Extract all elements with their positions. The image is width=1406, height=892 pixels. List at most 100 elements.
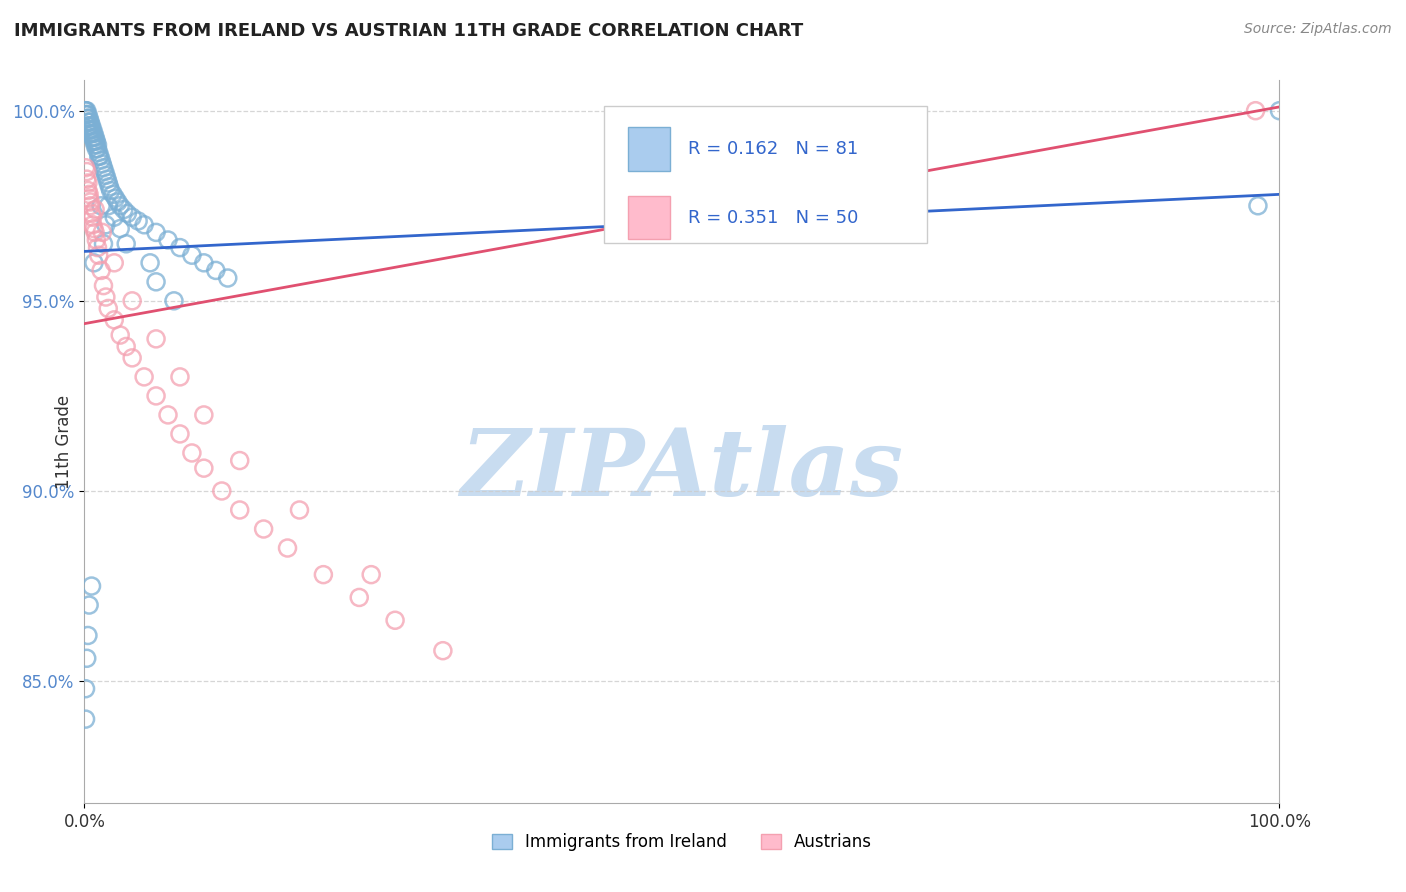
Point	[75, 103, 97, 118]
Point	[103, 256, 125, 270]
Point	[101, 187, 124, 202]
Point	[157, 408, 180, 422]
Point	[86, 134, 108, 148]
Point	[76, 107, 98, 121]
Point	[76, 651, 98, 665]
Text: ZIPAtlas: ZIPAtlas	[460, 425, 904, 516]
Point	[103, 210, 125, 224]
Point	[121, 293, 143, 308]
Point	[157, 233, 180, 247]
Point	[169, 241, 191, 255]
Point	[82, 122, 104, 136]
Point	[77, 184, 100, 198]
Point	[79, 194, 101, 209]
Text: R = 0.162   N = 81: R = 0.162 N = 81	[688, 140, 858, 158]
Legend: Immigrants from Ireland, Austrians: Immigrants from Ireland, Austrians	[484, 825, 880, 860]
Point	[98, 179, 121, 194]
Point	[107, 194, 129, 209]
Point	[84, 226, 107, 240]
Point	[79, 119, 101, 133]
Point	[75, 681, 97, 696]
Point	[83, 134, 105, 148]
Point	[121, 351, 143, 365]
Point	[90, 199, 112, 213]
Point	[87, 145, 110, 160]
Point	[79, 127, 101, 141]
Point	[77, 187, 100, 202]
Point	[79, 199, 101, 213]
Point	[205, 263, 228, 277]
Point	[80, 119, 103, 133]
Text: Source: ZipAtlas.com: Source: ZipAtlas.com	[1244, 22, 1392, 37]
Point	[77, 107, 100, 121]
Point	[76, 103, 98, 118]
Point	[86, 137, 108, 152]
Point	[169, 370, 191, 384]
Y-axis label: 11th Grade: 11th Grade	[55, 394, 73, 489]
Point	[82, 210, 104, 224]
FancyBboxPatch shape	[605, 105, 927, 243]
Point	[181, 446, 204, 460]
Point	[77, 122, 100, 136]
Point	[132, 218, 156, 232]
Point	[80, 127, 103, 141]
Point	[82, 127, 104, 141]
Point	[115, 236, 138, 251]
Point	[132, 370, 156, 384]
Point	[80, 122, 103, 136]
Point	[86, 233, 108, 247]
Point	[94, 218, 117, 232]
Point	[97, 176, 120, 190]
Point	[139, 256, 162, 270]
Point	[77, 176, 100, 190]
Point	[193, 408, 215, 422]
Point	[84, 137, 107, 152]
Point	[75, 161, 97, 175]
Bar	[628, 196, 671, 239]
Point	[1268, 103, 1291, 118]
Point	[103, 313, 125, 327]
Point	[1247, 199, 1270, 213]
Point	[83, 127, 105, 141]
Point	[84, 202, 107, 217]
Point	[86, 142, 108, 156]
Text: R = 0.351   N = 50: R = 0.351 N = 50	[688, 209, 858, 227]
Point	[77, 115, 100, 129]
Text: IMMIGRANTS FROM IRELAND VS AUSTRIAN 11TH GRADE CORRELATION CHART: IMMIGRANTS FROM IRELAND VS AUSTRIAN 11TH…	[14, 22, 803, 40]
Point	[384, 613, 406, 627]
Point	[76, 164, 98, 178]
Point	[211, 483, 233, 498]
Point	[312, 567, 335, 582]
Point	[79, 115, 101, 129]
Point	[80, 579, 103, 593]
Point	[87, 248, 110, 262]
Point	[163, 293, 186, 308]
Point	[97, 301, 120, 316]
Point	[121, 210, 143, 224]
Point	[94, 290, 117, 304]
Point	[110, 328, 132, 343]
Point	[93, 164, 115, 178]
Point	[87, 149, 110, 163]
Point	[93, 278, 115, 293]
Point	[117, 206, 139, 220]
Point	[181, 248, 204, 262]
Point	[89, 149, 111, 163]
Point	[100, 184, 122, 198]
Point	[193, 461, 215, 475]
Point	[94, 169, 117, 183]
Point	[84, 130, 107, 145]
Point	[217, 271, 239, 285]
Point	[127, 214, 149, 228]
Point	[229, 503, 252, 517]
Bar	[628, 128, 671, 170]
Point	[83, 130, 105, 145]
Point	[86, 142, 108, 156]
Point	[110, 221, 132, 235]
Point	[104, 191, 127, 205]
Point	[75, 103, 97, 118]
Point	[112, 202, 135, 217]
Point	[84, 134, 107, 148]
Point	[145, 275, 167, 289]
Point	[91, 157, 114, 171]
